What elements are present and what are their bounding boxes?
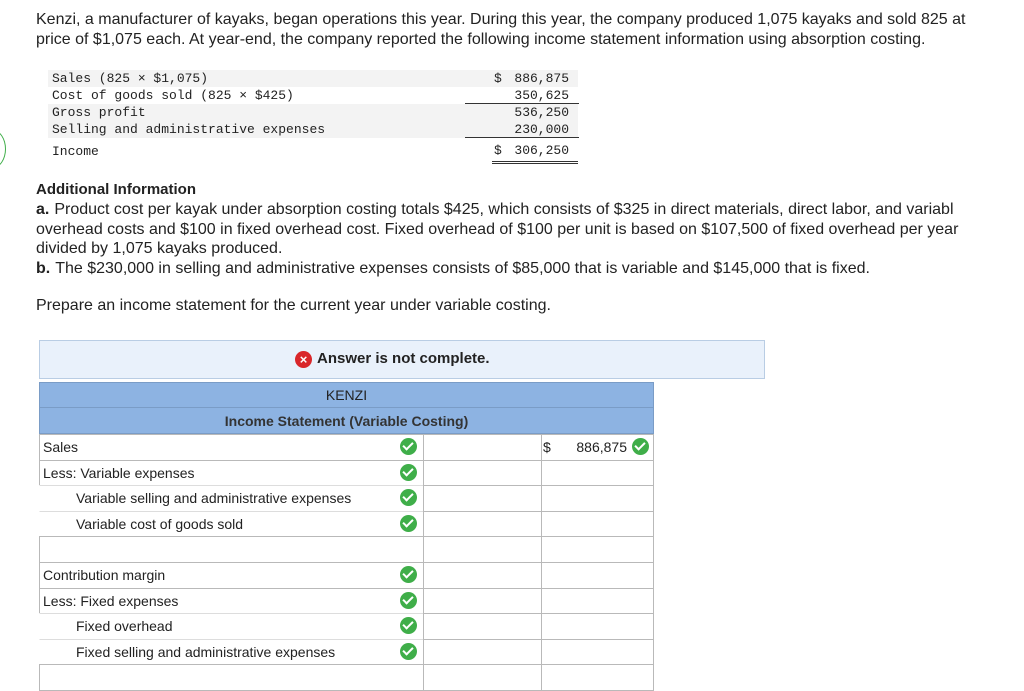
row-label: Variable cost of goods sold <box>76 515 244 532</box>
row-label: Sales <box>43 439 79 455</box>
check-icon <box>400 514 417 532</box>
check-icon <box>400 463 417 481</box>
underline <box>465 137 579 138</box>
amount-cell <box>423 536 542 563</box>
amount-cell <box>423 562 542 589</box>
info-line: a. Product cost per kayak under absorptio… <box>36 201 954 219</box>
amount-cell <box>541 485 654 512</box>
amount-cell <box>541 638 654 666</box>
abs-value: 886,875 <box>514 71 569 86</box>
abs-value: 230,000 <box>514 122 569 137</box>
check-icon <box>400 591 417 609</box>
row-label: Less: Variable expenses <box>43 464 195 481</box>
side-marker <box>0 130 6 168</box>
prompt: Prepare an income statement for the curr… <box>36 297 551 314</box>
intro-line: price of $1,075 each. At year-end, the c… <box>36 31 926 48</box>
row-label: Contribution margin <box>43 567 166 583</box>
abs-label: Income <box>52 144 99 159</box>
amount-cell <box>541 459 654 487</box>
amount-cell <box>541 562 654 589</box>
amount-cell <box>541 536 654 563</box>
amount-cell <box>423 638 542 666</box>
amount-cell <box>541 613 654 640</box>
row-stripe <box>48 121 578 138</box>
row-label: Fixed selling and administrative expense… <box>76 643 336 660</box>
check-icon <box>400 438 417 455</box>
label-cell <box>39 536 424 563</box>
label-cell <box>39 664 424 691</box>
amount-cell <box>541 587 654 615</box>
abs-label: Gross profit <box>52 105 146 120</box>
marker: b. <box>36 259 51 277</box>
page: { "intro": {"lines": [ "Kenzi, a manufac… <box>0 0 1024 659</box>
check-icon <box>400 566 417 583</box>
check-icon <box>632 438 649 455</box>
statement-header <box>39 407 654 434</box>
info-text: The $230,000 in selling and administrati… <box>55 259 870 277</box>
info-line: divided by 1,075 kayaks produced. <box>36 240 282 258</box>
abs-value: 350,625 <box>514 88 569 103</box>
abs-value: 306,250 <box>514 143 569 158</box>
underline <box>465 103 579 104</box>
abs-label: Selling and administrative expenses <box>52 122 326 137</box>
abs-value: 536,250 <box>514 105 569 120</box>
check-icon <box>400 489 417 507</box>
amount: 886,875 <box>576 439 627 455</box>
amount-cell <box>423 434 542 461</box>
row-stripe <box>48 70 578 87</box>
intro-line: Kenzi, a manufacturer of kayaks, began o… <box>36 11 966 28</box>
amount-cell <box>423 485 542 512</box>
amount-cell <box>423 510 542 538</box>
info-line: b. The $230,000 in selling and administra… <box>36 260 870 278</box>
amount-cell <box>541 664 654 691</box>
check-icon <box>400 642 417 660</box>
row-stripe <box>48 104 578 121</box>
info-text: overhead costs and $100 in fixed overhea… <box>36 220 959 238</box>
statement-title: Income Statement (Variable Costing) <box>224 413 469 429</box>
check-icon <box>400 617 417 635</box>
abs-label: Cost of goods sold (825 × $425) <box>52 88 294 103</box>
amount-cell <box>423 664 542 691</box>
info-text: Product cost per kayak under absorption … <box>54 201 954 218</box>
abs-currency: $ <box>494 71 502 86</box>
label-cell <box>39 434 424 461</box>
row-label: Fixed overhead <box>76 618 173 635</box>
heading: Additional Information <box>36 181 196 198</box>
amount-cell <box>423 587 542 615</box>
company: KENZI <box>325 387 368 403</box>
label-cell <box>39 510 424 538</box>
underline <box>492 161 578 164</box>
amount-cell <box>541 510 654 538</box>
answer-banner: × Answer is not complete. <box>39 340 765 379</box>
row-label: Variable selling and administrative expe… <box>76 490 352 507</box>
row-label: Less: Fixed expenses <box>43 592 179 609</box>
amount-cell <box>423 613 542 640</box>
info-text: divided by 1,075 kayaks produced. <box>36 240 283 257</box>
info-line: overhead costs and $100 in fixed overhea… <box>36 221 958 239</box>
amount-cell <box>423 459 542 487</box>
label-cell <box>39 613 424 640</box>
currency: $ <box>543 439 551 455</box>
banner-text: Answer is not complete. <box>317 350 490 367</box>
abs-label: Sales (825 × $1,075) <box>52 71 209 86</box>
error-icon: × <box>295 351 312 368</box>
marker: a. <box>36 201 50 218</box>
abs-currency: $ <box>494 143 502 158</box>
